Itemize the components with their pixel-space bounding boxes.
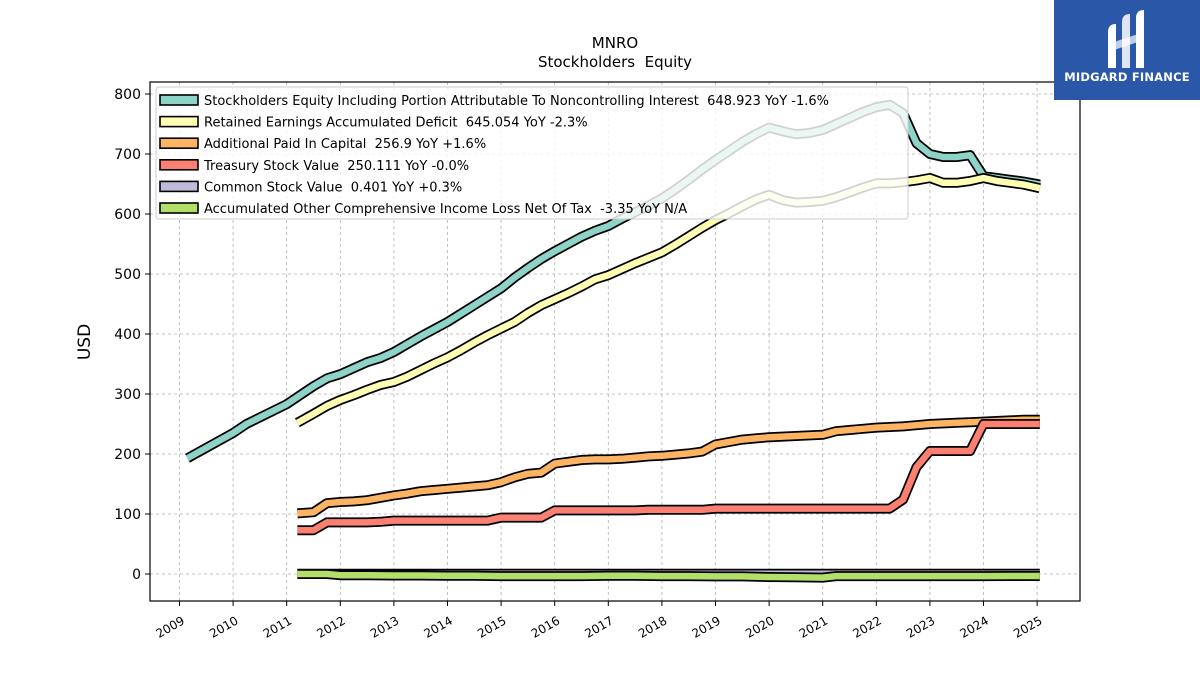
y-tick-label: 800	[114, 87, 141, 103]
series-line	[297, 569, 1040, 583]
legend-swatch	[159, 137, 199, 149]
series-line-core	[297, 416, 1040, 517]
legend-label: Accumulated Other Comprehensive Income L…	[204, 202, 687, 217]
legend-item: Common Stock Value 0.401 YoY +0.3%	[159, 180, 462, 195]
legend-label: Treasury Stock Value 250.111 YoY -0.0%	[203, 159, 469, 174]
series-line	[297, 414, 1040, 519]
series-line-core	[297, 420, 1040, 534]
legend-item: Accumulated Other Comprehensive Income L…	[159, 202, 687, 217]
legend-swatch	[159, 94, 199, 106]
brand-logo: MIDGARD FINANCE	[1054, 0, 1200, 100]
brand-name: MIDGARD FINANCE	[1064, 70, 1190, 84]
y-axis-label: USD	[75, 324, 95, 360]
legend-item: Stockholders Equity Including Portion At…	[159, 94, 829, 109]
y-tick-label: 0	[132, 567, 141, 583]
series-line	[294, 173, 1041, 428]
plot-frame	[149, 81, 1081, 602]
y-tick-label: 400	[114, 327, 141, 343]
series-line-core	[297, 570, 1040, 581]
legend-box	[155, 86, 909, 220]
legend-swatch	[159, 202, 199, 214]
y-tick-label: 200	[114, 447, 141, 463]
legend-label: Common Stock Value 0.401 YoY +0.3%	[204, 180, 462, 195]
chart-subtitle: Stockholders Equity	[538, 53, 692, 71]
legend-label: Stockholders Equity Including Portion At…	[204, 94, 829, 109]
series-line	[297, 419, 1040, 536]
legend-item: Additional Paid In Capital 256.9 YoY +1.…	[159, 137, 486, 152]
y-tick-label: 100	[114, 507, 141, 523]
legend-swatch	[159, 159, 199, 171]
brand-logo-mark-icon	[1108, 10, 1144, 68]
legend-item: Treasury Stock Value 250.111 YoY -0.0%	[159, 159, 469, 174]
chart-title: MNRO	[592, 34, 638, 52]
legend-swatch	[159, 180, 199, 193]
series-line-core	[295, 174, 1041, 426]
legend-label: Additional Paid In Capital 256.9 YoY +1.…	[204, 137, 486, 152]
legend-item: Retained Earnings Accumulated Deficit 64…	[159, 115, 588, 131]
y-tick-label: 600	[114, 207, 141, 223]
y-tick-label: 300	[114, 387, 141, 403]
y-tick-label: 700	[114, 147, 141, 163]
legend-swatch	[159, 115, 199, 128]
legend-label: Retained Earnings Accumulated Deficit 64…	[204, 116, 588, 131]
y-tick-label: 500	[114, 267, 141, 283]
legend: Stockholders Equity Including Portion At…	[155, 86, 909, 220]
